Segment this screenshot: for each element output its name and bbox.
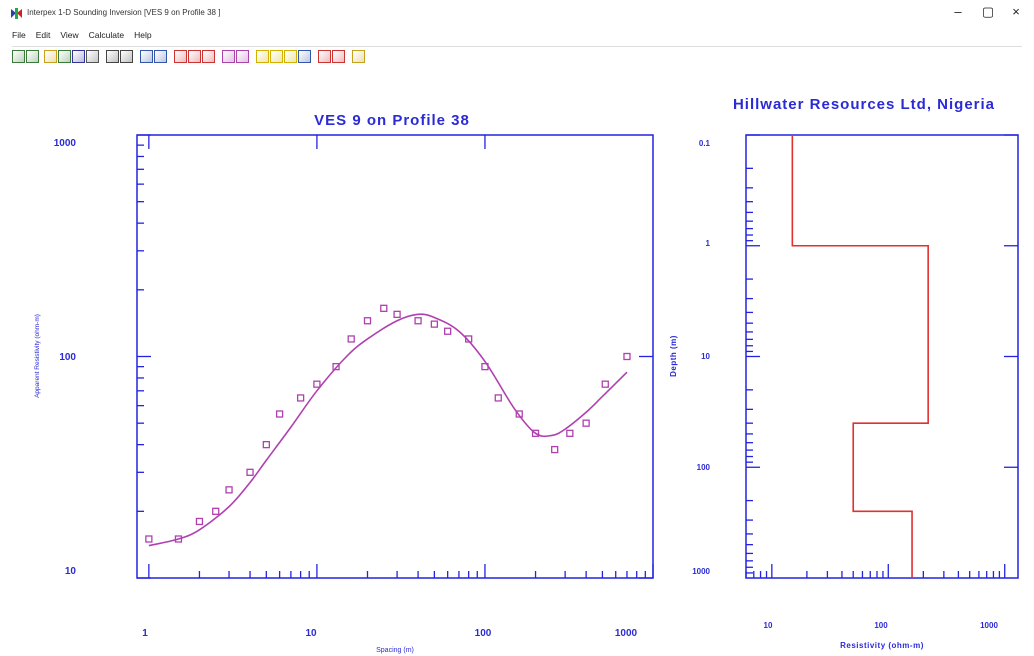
fitted-curve-line (148, 313, 628, 547)
data-point (623, 352, 631, 361)
model-x-axis-label: Resistivity (ohm-m) (840, 641, 924, 650)
app-icon (10, 8, 23, 19)
close-button[interactable]: × (1012, 4, 1020, 19)
res-tick-label-100: 100 (874, 621, 888, 630)
data-point (212, 507, 220, 515)
data-point (551, 445, 559, 454)
model-axis-ticks (745, 134, 1018, 578)
layers-icon[interactable] (256, 50, 269, 63)
toolbar (12, 50, 1022, 68)
folder-icon[interactable] (44, 50, 57, 63)
data-point (262, 440, 270, 449)
data-point (380, 304, 388, 312)
model-data-marks (791, 135, 929, 578)
print-icon[interactable] (86, 50, 99, 63)
data-point (313, 380, 321, 388)
grid2-icon[interactable] (120, 50, 133, 63)
model-y-axis-label: Depth (m) (669, 335, 678, 377)
data-point (494, 394, 502, 402)
data-point (332, 362, 340, 371)
open2-icon[interactable] (26, 50, 39, 63)
res-tick-label-10: 10 (764, 621, 773, 630)
window2-icon[interactable] (154, 50, 167, 63)
chart3-icon[interactable] (202, 50, 215, 63)
data-point (393, 310, 401, 318)
data-point (145, 535, 153, 543)
data-point (515, 410, 523, 418)
grid-icon[interactable] (106, 50, 119, 63)
model3-icon[interactable] (332, 50, 345, 63)
depth-tick-label-1000: 1000 (692, 567, 710, 576)
sounding-curve-chart: VES 9 on Profile 38 1000 100 10 1 10 100… (34, 112, 654, 654)
data-point (363, 317, 372, 325)
save-icon[interactable] (58, 50, 71, 63)
menu-bar: File Edit View Calculate Help (12, 30, 152, 46)
depth-tick-label-0.1: 0.1 (699, 139, 711, 148)
data-point (225, 486, 233, 494)
window-title: Interpex 1-D Sounding Inversion [VES 9 o… (27, 8, 221, 17)
data-point (582, 419, 590, 427)
floppy-icon[interactable] (72, 50, 85, 63)
x-tick-label-100: 100 (475, 628, 492, 639)
data-point (414, 317, 422, 325)
data-point (601, 380, 609, 388)
menu-file[interactable]: File (12, 30, 26, 40)
y-tick-label-10: 10 (65, 566, 77, 577)
data-point (195, 517, 204, 526)
data-point (347, 335, 355, 343)
y-tick-label-1000: 1000 (54, 138, 77, 149)
chart2-icon[interactable] (188, 50, 201, 63)
data-point (566, 429, 574, 437)
depth-tick-label-1: 1 (706, 239, 711, 248)
model-icon[interactable] (298, 50, 311, 63)
layers2-icon[interactable] (270, 50, 283, 63)
data-point (275, 410, 284, 418)
model2-icon[interactable] (318, 50, 331, 63)
res-tick-label-1000: 1000 (980, 621, 998, 630)
window-icon[interactable] (140, 50, 153, 63)
data-point (430, 320, 439, 328)
sounding-axis-ticks (137, 134, 654, 579)
data-point (246, 468, 254, 476)
chart-icon[interactable] (174, 50, 187, 63)
sounding-chart-title: VES 9 on Profile 38 (314, 112, 470, 129)
sounding-x-axis-label: Spacing (m) (376, 647, 414, 654)
data-point (465, 335, 473, 343)
maximize-button[interactable]: ▢ (981, 4, 995, 19)
menu-calculate[interactable]: Calculate (88, 30, 125, 40)
model-chart-title: Hillwater Resources Ltd, Nigeria (733, 96, 995, 113)
menu-edit[interactable]: Edit (35, 30, 51, 40)
y-tick-label-100: 100 (59, 352, 76, 363)
sounding-y-axis-label: Apparent Resistivity (ohm-m) (34, 314, 41, 398)
resistivity-model-line (791, 135, 929, 578)
x-tick-label-1: 1 (142, 628, 148, 639)
data-point (174, 535, 183, 543)
layers3-icon[interactable] (284, 50, 297, 63)
help-icon[interactable] (352, 50, 365, 63)
x-tick-label-10: 10 (305, 628, 317, 639)
depth-tick-label-10: 10 (701, 352, 710, 361)
charts-area: VES 9 on Profile 38 1000 100 10 1 10 100… (34, 96, 1019, 654)
open-icon[interactable] (12, 50, 25, 63)
data-point (531, 429, 540, 437)
layer-model-chart: Hillwater Resources Ltd, Nigeria 0.1 1 1… (669, 96, 1019, 650)
edit-icon[interactable] (222, 50, 235, 63)
minimize-button[interactable]: – (954, 4, 962, 19)
title-bar: Interpex 1-D Sounding Inversion [VES 9 o… (0, 0, 1034, 30)
menu-divider (12, 46, 1022, 47)
depth-tick-label-100: 100 (697, 463, 711, 472)
menu-view[interactable]: View (60, 30, 79, 40)
menu-help[interactable]: Help (134, 30, 152, 40)
data-point (444, 327, 452, 335)
sounding-plot-frame (136, 134, 654, 579)
edit2-icon[interactable] (236, 50, 249, 63)
data-point (481, 362, 489, 371)
x-tick-label-1000: 1000 (615, 628, 638, 639)
sounding-data-marks (145, 304, 631, 547)
data-point (296, 394, 305, 402)
